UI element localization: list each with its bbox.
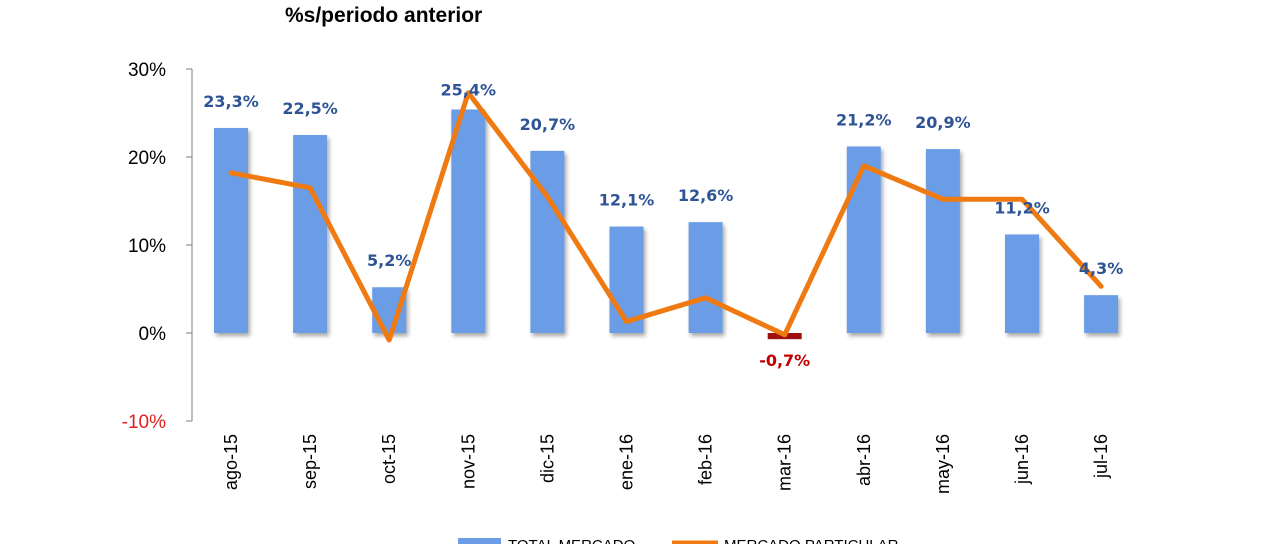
bar — [214, 127, 248, 334]
x-category-label: feb-16 — [696, 434, 716, 485]
data-label: -0,7% — [759, 351, 810, 370]
y-tick-label: 20% — [128, 148, 166, 169]
bar — [451, 109, 486, 333]
y-tick-label: 30% — [128, 60, 166, 81]
x-category-label: may-16 — [933, 434, 953, 494]
data-label: 4,3% — [1079, 259, 1123, 278]
x-category-label: ago-15 — [221, 434, 241, 490]
line-series — [228, 90, 1104, 343]
x-category-label: mar-16 — [775, 434, 795, 491]
legend-label: TOTAL MERCADO — [508, 537, 635, 544]
legend-swatch-bar — [458, 538, 501, 544]
data-label: 12,1% — [599, 191, 655, 210]
bar — [293, 135, 328, 333]
y-tick-label: 10% — [128, 236, 166, 257]
data-label: 12,6% — [678, 186, 734, 205]
y-tick-label: -10% — [122, 412, 166, 433]
data-label: 22,5% — [282, 99, 338, 118]
x-category-label: oct-15 — [379, 434, 399, 484]
x-category-label: sep-15 — [300, 434, 320, 489]
bar — [925, 149, 960, 333]
x-category-label: dic-15 — [537, 434, 557, 483]
x-category-label: nov-15 — [458, 434, 478, 489]
x-category-label: ene-16 — [617, 434, 637, 490]
x-category-label: jul-16 — [1091, 434, 1111, 479]
bar — [1084, 295, 1119, 333]
bar — [846, 146, 881, 333]
data-label: 21,2% — [836, 110, 892, 129]
x-category-label: abr-16 — [854, 434, 874, 486]
legend-label: MERCADO PARTICULAR — [724, 537, 899, 544]
bar — [1005, 234, 1039, 333]
y-tick-label: 0% — [139, 324, 167, 345]
data-label: 11,2% — [994, 198, 1050, 217]
data-label: 20,9% — [915, 113, 971, 132]
chart-title: %s/periodo anterior — [285, 4, 483, 27]
data-label: 23,3% — [203, 92, 259, 111]
x-category-label: jun-16 — [1012, 434, 1032, 485]
data-label: 25,4% — [441, 80, 497, 99]
bar — [688, 222, 723, 333]
bar — [609, 226, 644, 333]
data-label: 5,2% — [367, 251, 411, 270]
data-label: 20,7% — [520, 115, 576, 134]
